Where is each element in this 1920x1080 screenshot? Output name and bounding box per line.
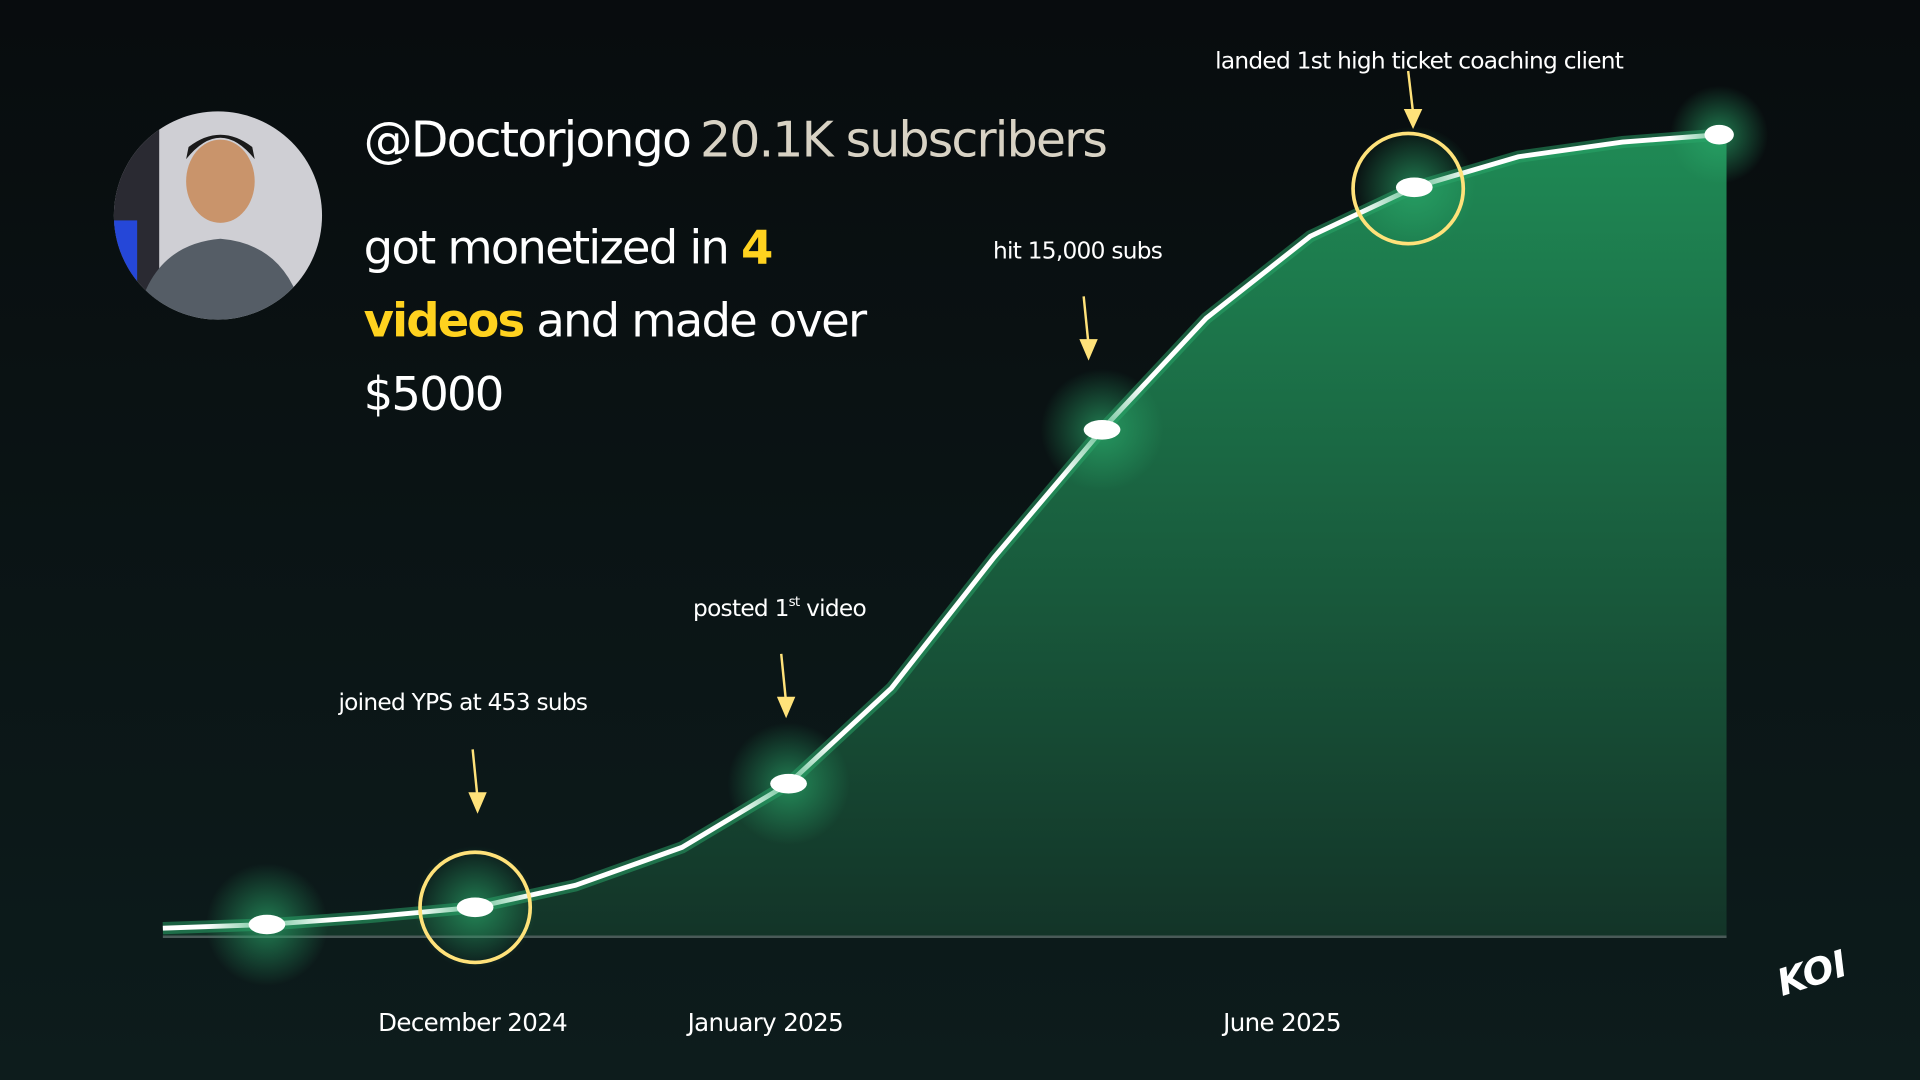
timeline-label: January 2025 <box>686 1008 843 1037</box>
avatar <box>113 111 323 320</box>
subscribers: 20.1K subscribers <box>700 112 1106 169</box>
milestone-label: posted 1st video <box>693 595 866 622</box>
headline-line: got monetized in 4 <box>364 220 772 274</box>
handle: @Doctorjongo <box>364 112 690 169</box>
timeline-label: June 2025 <box>1221 1008 1341 1037</box>
milestone-label: hit 15,000 subs <box>993 237 1162 264</box>
milestone-label: joined YPS at 453 subs <box>337 689 587 716</box>
milestone-label: landed 1st high ticket coaching client <box>1215 48 1624 75</box>
milestone-sup: st <box>789 595 800 610</box>
timeline-label: December 2024 <box>378 1008 567 1037</box>
arrows <box>468 70 1423 814</box>
growth-area <box>162 134 1727 937</box>
headline-line: $5000 <box>364 367 503 421</box>
headline-line: videos and made over <box>364 294 868 348</box>
headline-text: got monetized in <box>364 220 741 274</box>
milestone-text: video <box>799 595 866 622</box>
milestone-text: posted 1 <box>693 595 789 622</box>
headline-highlight: 4 <box>741 220 772 274</box>
headline-text: and made over <box>523 294 868 348</box>
headline-highlight: videos <box>364 294 524 348</box>
channel: @Doctorjongo 20.1K subscribers <box>364 112 1107 169</box>
points <box>205 85 1769 986</box>
